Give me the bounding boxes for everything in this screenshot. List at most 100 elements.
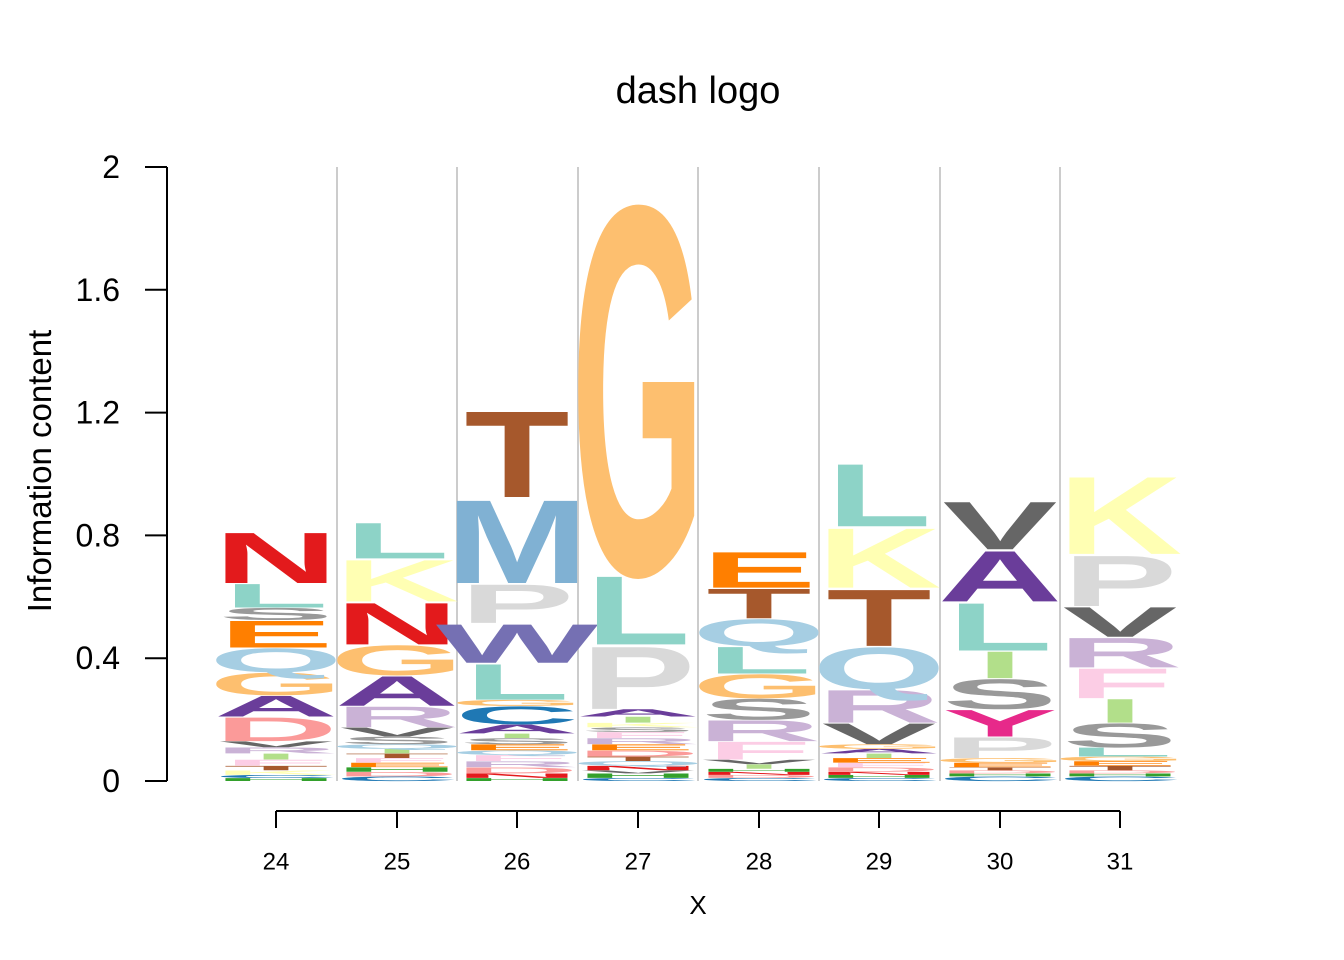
x-tick-label: 26	[504, 849, 531, 876]
logo-letter: G	[692, 668, 826, 706]
logo-letter: A	[938, 536, 1062, 617]
logo-letter: V	[822, 717, 937, 750]
logo-letter: D	[576, 749, 700, 759]
logo-letter: P	[581, 628, 696, 728]
logo-letter: S	[943, 670, 1058, 718]
x-tick-label: 31	[1107, 849, 1134, 876]
logo-letter: H	[817, 774, 941, 779]
logo-letter: K	[1058, 453, 1182, 577]
logo-letter: T	[948, 766, 1053, 771]
x-axis-label: X	[689, 890, 707, 920]
logo-letter: L	[345, 512, 450, 569]
logo-letter: H	[214, 777, 338, 782]
logo-letter: V	[340, 725, 455, 739]
logo-letter: T	[706, 580, 811, 628]
logo-letter: E	[460, 743, 575, 753]
logo-letter: W	[436, 613, 599, 675]
logo-letter: S	[702, 693, 817, 726]
y-tick-label: 0.4	[76, 640, 120, 676]
logo-letter: V	[702, 758, 817, 765]
logo-letter: Q	[571, 760, 705, 767]
logo-letter: I	[1096, 692, 1144, 730]
logo-letter: A	[214, 690, 338, 723]
logo-letter: E	[219, 613, 334, 656]
logo-letter: C	[817, 777, 941, 782]
logo-letter: D	[817, 766, 941, 773]
logo-letter: R	[576, 736, 700, 746]
logo-letter: F	[465, 753, 570, 763]
logo-letter: K	[817, 510, 941, 606]
x-tick-label: 27	[625, 849, 652, 876]
logo-letter: N	[335, 591, 459, 657]
logo-letter: C	[455, 701, 579, 730]
logo-letter: Q	[209, 641, 343, 679]
x-tick-label: 29	[866, 849, 893, 876]
logo-letter: S	[340, 735, 455, 747]
logo-letter: E	[702, 541, 817, 598]
logo-letter: L	[948, 589, 1053, 665]
logo-letter: K	[214, 769, 338, 776]
logo-letter: L	[826, 446, 931, 546]
logo-letter: L	[465, 653, 570, 710]
logo-letter: S	[581, 726, 696, 733]
logo-letter: G	[812, 743, 946, 750]
logo-letter: E	[943, 761, 1058, 768]
logo-letter: I	[976, 644, 1024, 687]
logo-letter: N	[697, 771, 821, 776]
logo-letter: E	[1063, 760, 1178, 767]
logo-letter: D	[697, 774, 821, 779]
logo-letter: P	[943, 731, 1058, 764]
y-tick-label: 1.2	[76, 395, 120, 431]
logo-letter: F	[586, 730, 691, 740]
logo-letter: F	[345, 757, 450, 764]
logo-letter: V	[581, 769, 696, 774]
logo-letter: T	[345, 752, 450, 759]
logo-letter: L	[1068, 745, 1173, 759]
logo-letter: G	[330, 637, 464, 685]
logo-letter: D	[214, 711, 338, 749]
logo-letter: V	[943, 488, 1058, 564]
logo-letter: L	[224, 577, 329, 615]
logo-letter: P	[1063, 541, 1178, 622]
logo-letter: L	[707, 639, 812, 682]
logo-letter: R	[697, 714, 821, 747]
logo-letter: T	[586, 755, 691, 762]
logo-letter: K	[335, 548, 459, 614]
logo-letter: Q	[450, 749, 584, 756]
logo-letter: I	[614, 715, 662, 725]
x-tick-label: 24	[263, 849, 290, 876]
logo-letter: Y	[943, 702, 1058, 745]
logo-letter: G	[450, 698, 584, 708]
logo-letter: D	[938, 769, 1062, 774]
logo-letter: D	[1058, 769, 1182, 774]
logo-letter: A	[576, 707, 700, 719]
logo-letter: F	[707, 737, 812, 766]
logo-letter: G	[571, 96, 705, 686]
logo-letter: N	[455, 772, 579, 779]
logo-letter: V	[219, 740, 334, 750]
logo-letter: T	[465, 385, 570, 524]
logo-letter: T	[224, 764, 329, 771]
logo-letter: T	[827, 573, 932, 663]
logo-letter: N	[817, 771, 941, 776]
logo-letter: F	[224, 758, 329, 768]
logo-letter: C	[938, 775, 1062, 782]
logo-letter: H	[335, 766, 459, 773]
logo-letter: A	[817, 748, 941, 755]
logo-letter: A	[335, 667, 459, 715]
logo-letter: A	[455, 722, 579, 736]
logo-letter: H	[697, 768, 821, 773]
logo-letter: S	[460, 736, 575, 746]
logo-letter: K	[576, 721, 700, 728]
logo-letter: H	[455, 777, 579, 782]
logo-letter: T	[1068, 764, 1173, 771]
logo-letter: H	[938, 773, 1062, 778]
logo-letter: C	[214, 774, 338, 779]
logo-letter: N	[214, 518, 338, 599]
logo-letter: E	[822, 757, 937, 764]
logo-letter: D	[455, 766, 579, 776]
logo-letter: I	[373, 748, 421, 755]
logo-letter: R	[335, 700, 459, 733]
logo-letter: G	[1053, 755, 1187, 762]
chart-title: dash logo	[615, 70, 781, 112]
